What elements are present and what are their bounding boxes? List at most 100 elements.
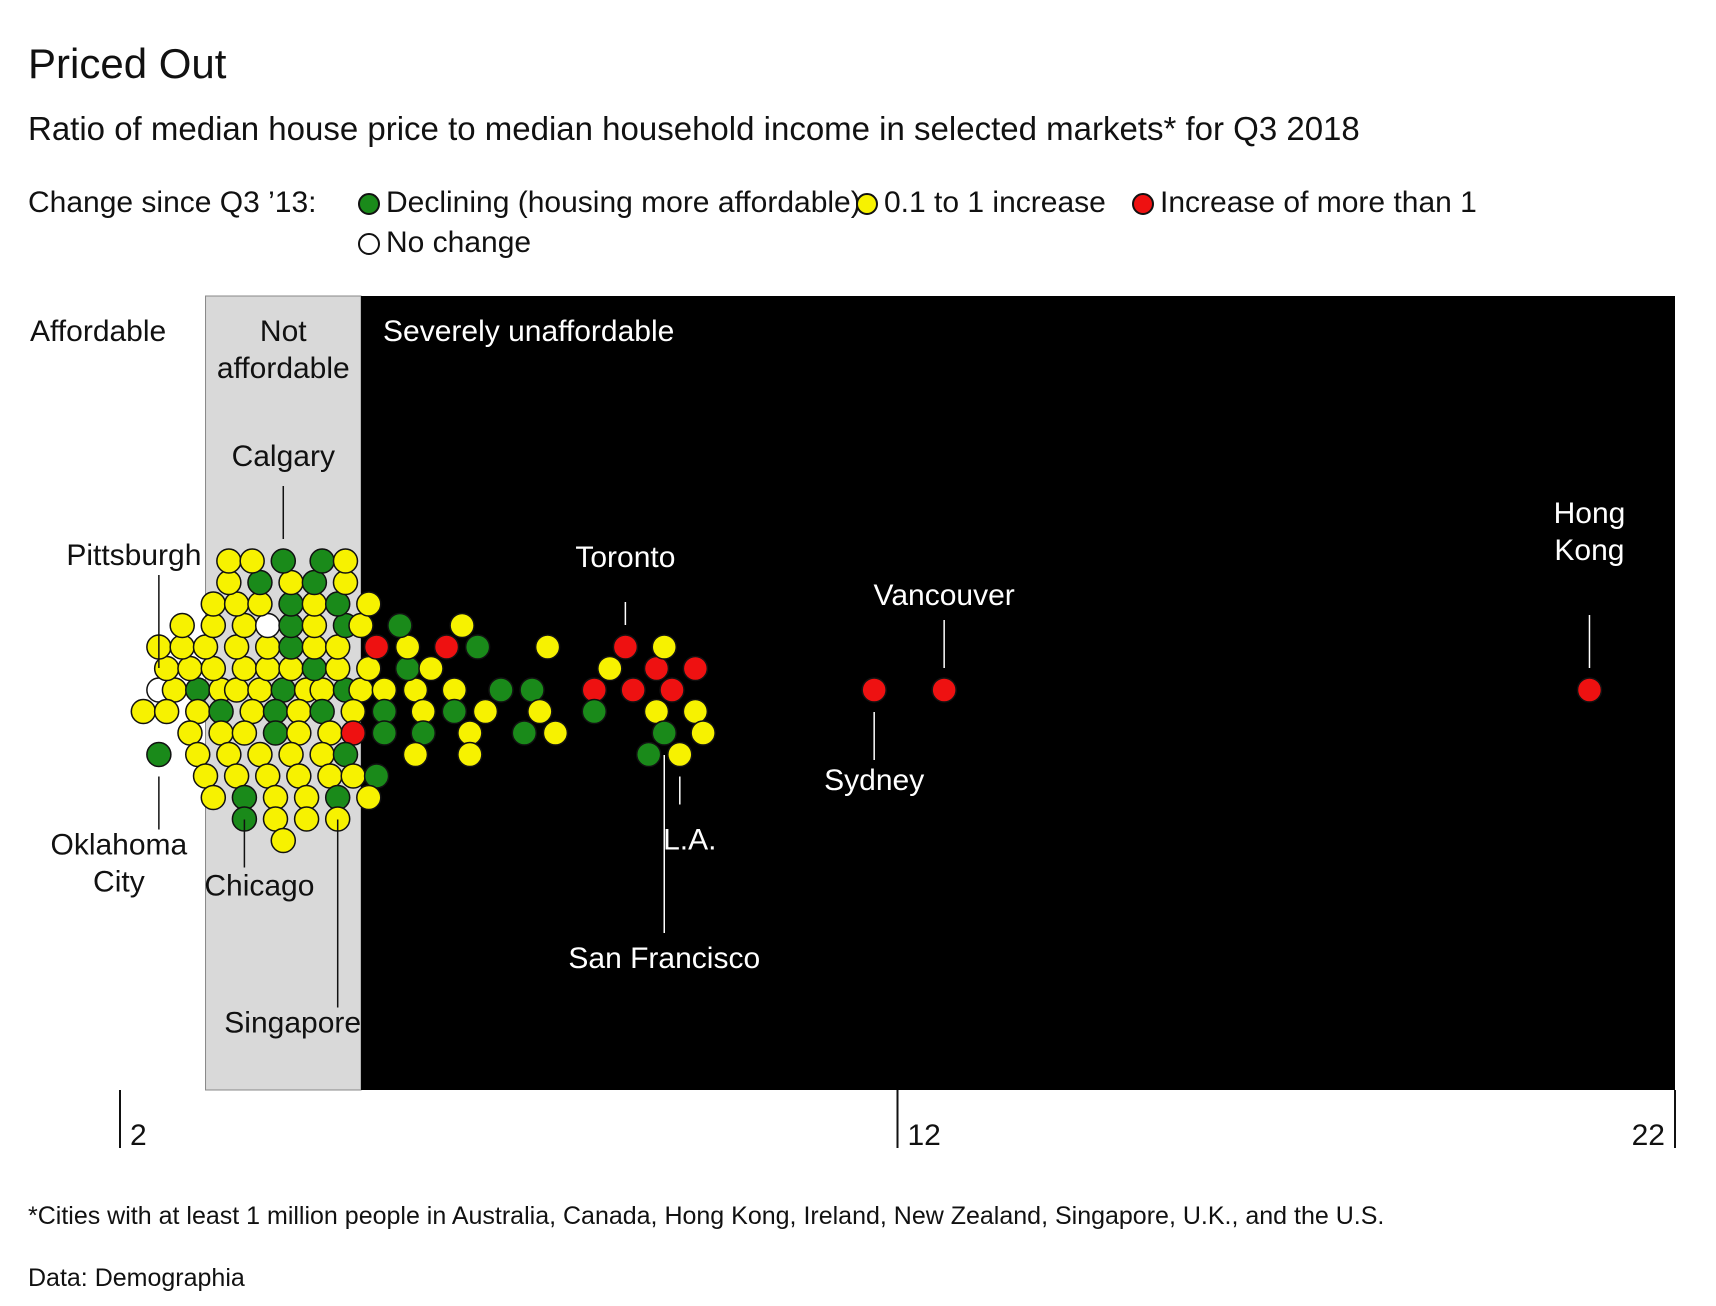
point-114 [301, 591, 328, 617]
point-69 [208, 720, 234, 746]
legend-item-large-increase: Increase of more than 1 [1132, 186, 1477, 220]
tick-label-2: 2 [130, 1119, 147, 1152]
point-96 [254, 612, 281, 639]
point-18 [659, 677, 685, 703]
point-124 [247, 569, 273, 596]
point-73 [317, 720, 343, 746]
point-44 [340, 698, 366, 725]
point-103 [192, 763, 219, 789]
point-13 [441, 677, 468, 703]
point-45 [371, 698, 398, 725]
point-115 [324, 591, 351, 617]
label-toronto: Toronto [575, 541, 675, 574]
point-88 [332, 741, 359, 768]
legend-item-no-change: No change [358, 226, 531, 260]
point-59 [301, 634, 328, 660]
point-64 [464, 634, 491, 660]
point-65 [534, 634, 561, 660]
band-label-affordable: Affordable [30, 315, 166, 348]
point-41 [262, 698, 289, 725]
point-112 [247, 591, 273, 617]
point-38 [185, 698, 211, 725]
point-28 [301, 655, 328, 682]
point-130 [293, 806, 320, 832]
point-35 [682, 655, 709, 682]
point-116 [356, 591, 382, 617]
label-oklahoma-city: Oklahoma City [51, 829, 188, 899]
point-14 [488, 677, 514, 703]
legend-text-no-change: No change [386, 226, 532, 259]
legend-swatch-large-increase [1132, 193, 1154, 215]
point-113 [278, 591, 304, 617]
point-106 [286, 763, 312, 789]
label-calgary: Calgary [232, 440, 335, 473]
point-62 [394, 634, 421, 660]
point-48 [472, 698, 499, 725]
point-31 [394, 655, 421, 682]
point-49 [527, 698, 553, 725]
point-70 [231, 720, 258, 746]
band-label-not-affordable: Not affordable [217, 315, 350, 385]
point-129 [262, 806, 289, 832]
label-pittsburgh: Pittsburgh [66, 539, 201, 572]
point-39 [208, 698, 234, 725]
point-82 [146, 741, 172, 768]
point-6 [270, 677, 297, 703]
point-66 [612, 634, 639, 660]
point-55 [192, 634, 219, 660]
legend-item-small-increase: 0.1 to 1 increase [856, 186, 1106, 220]
point-58 [278, 634, 304, 660]
point-54 [169, 634, 195, 660]
point-8 [309, 677, 335, 703]
point-37 [153, 698, 180, 725]
legend-swatch-small-increase [856, 193, 878, 215]
point-110 [200, 591, 227, 617]
point-4 [223, 677, 250, 703]
point-108 [340, 763, 366, 789]
point-29 [324, 655, 351, 682]
legend-text-small-increase: 0.1 to 1 increase [884, 186, 1106, 219]
point-118 [231, 784, 258, 811]
point-85 [247, 741, 273, 768]
point-27 [278, 655, 304, 682]
point-93 [169, 612, 195, 639]
point-125 [278, 569, 304, 596]
point-25 [231, 655, 258, 682]
point-122 [356, 784, 382, 811]
point-127 [332, 569, 359, 596]
point-134 [270, 548, 297, 574]
point-120 [293, 784, 320, 811]
point-72 [286, 720, 312, 746]
point-90 [457, 741, 483, 768]
point-76 [410, 720, 436, 746]
point-33 [597, 655, 623, 682]
point-15 [519, 677, 545, 703]
point-36 [130, 698, 157, 725]
point-104 [223, 763, 250, 789]
point-67 [651, 634, 677, 660]
point-46 [410, 698, 436, 725]
point-98 [301, 612, 328, 639]
label-l-a-: L.A. [663, 824, 716, 857]
point-91 [635, 741, 662, 768]
point-74 [340, 720, 366, 746]
point-57 [254, 634, 281, 660]
point-136 [332, 548, 359, 574]
label-hong-kong: Hong Kong [1554, 497, 1626, 567]
point-24 [200, 655, 227, 682]
label-sydney: Sydney [824, 764, 924, 797]
point-111 [223, 591, 250, 617]
point-51 [643, 698, 670, 725]
point-75 [371, 720, 398, 746]
point-20 [931, 677, 957, 703]
point-43 [309, 698, 335, 725]
point-32 [418, 655, 444, 682]
point-56 [223, 634, 250, 660]
band-severely-unaffordable [361, 296, 1675, 1090]
point-81 [690, 720, 716, 746]
legend-text-large-increase: Increase of more than 1 [1160, 186, 1477, 219]
point-47 [441, 698, 468, 725]
point-16 [581, 677, 608, 703]
point-123 [216, 569, 242, 596]
